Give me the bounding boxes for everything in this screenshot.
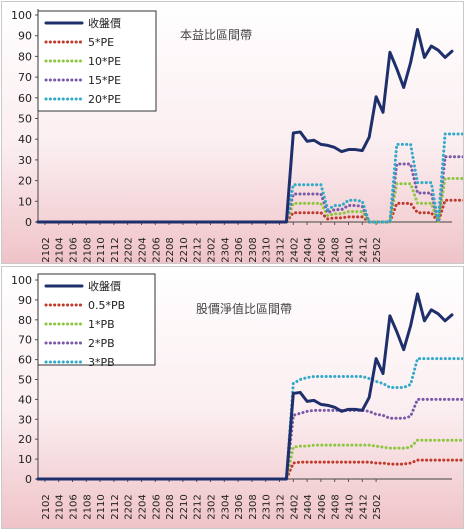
y-tick-label: 80 [18,50,32,63]
x-tick-label: 2308 [248,494,259,519]
x-tick-label: 2410 [345,494,356,519]
x-tick-label: 2106 [69,237,80,262]
x-tick-label: 2312 [276,494,287,519]
x-tick-label: 2408 [331,494,342,519]
x-tick-label: 2312 [276,237,287,262]
legend-box [37,273,156,366]
x-tick-label: 2410 [345,237,356,262]
pe-band-chart-panel: 本益比區間帶 0 10 20 30 40 50 60 70 80 90 100 2102 2104 2106… [1,1,464,264]
y-tick-label: 30 [18,413,32,426]
x-tick-label: 2206 [151,237,162,262]
x-tick-label: 2112 [110,237,121,262]
x-tick-label: 2206 [151,494,162,519]
x-tick-label: 2412 [358,494,369,519]
series-line-2 [36,438,463,481]
series-line-0 [36,292,454,481]
series-line-0 [36,27,454,224]
y-tick-label: 50 [18,374,32,387]
legend-label-0: 收盤價 [88,279,121,293]
legend-label-3: 2*PB [88,337,115,350]
y-tick-label: 20 [18,433,32,446]
series-line-2 [36,177,463,224]
y-tick-label: 60 [18,92,32,105]
y-tick-label: 70 [18,71,32,84]
x-tick-label: 2502 [372,494,383,519]
y-tick-label: 10 [18,195,32,208]
x-tick-label: 2406 [317,494,328,519]
y-tick-label: 100 [11,9,32,22]
y-tick-label: 50 [18,113,32,126]
x-tick-label: 2412 [358,237,369,262]
x-tick-label: 2402 [289,494,300,519]
legend-label-4: 20*PE [88,93,121,106]
x-tick-label: 2306 [234,237,245,262]
x-tick-label: 2204 [138,494,149,519]
series-line-1 [36,198,463,224]
x-tick-label: 2404 [303,237,314,262]
legend-label-2: 1*PB [88,318,115,331]
x-tick-label: 2204 [138,237,149,262]
x-tick-label: 2104 [55,237,66,262]
x-tick-label: 2212 [193,237,204,262]
legend-label-2: 10*PE [88,55,121,68]
x-tick-label: 2310 [262,237,273,262]
x-tick-label: 2112 [110,494,121,519]
x-tick-label: 2108 [82,494,93,519]
x-tick-label: 2102 [41,494,52,519]
pb-band-chart-panel: 股價淨值比區間帶 0 10 20 30 40 50 60 70 80 90 100 2102 2104 21… [1,266,464,529]
legend-label-3: 15*PE [88,74,121,87]
x-tick-label: 2402 [289,237,300,262]
x-tick-label: 2306 [234,494,245,519]
x-tick-label: 2108 [82,237,93,262]
x-tick-label: 2304 [220,237,231,262]
x-tick-label: 2110 [96,237,107,262]
legend-label-0: 收盤價 [88,16,121,30]
legend-label-1: 5*PE [88,36,114,49]
x-tick-label: 2208 [165,494,176,519]
x-tick-label: 2302 [207,494,218,519]
y-tick-label: 40 [18,133,32,146]
legend-label-4: 3*PB [88,356,115,369]
y-tick-label: 60 [18,354,32,367]
x-tick-label: 2208 [165,237,176,262]
x-tick-label: 2212 [193,494,204,519]
y-tick-label: 80 [18,314,32,327]
series-line-4 [36,132,463,224]
y-tick-label: 30 [18,154,32,167]
y-tick-label: 0 [25,216,32,229]
x-tick-label: 2304 [220,494,231,519]
x-tick-label: 2110 [96,494,107,519]
legend-label-1: 0.5*PB [88,299,125,312]
x-tick-label: 2102 [41,237,52,262]
x-tick-label: 2308 [248,237,259,262]
pe-band-chart: 本益比區間帶 0 10 20 30 40 50 60 70 80 90 100 2102 2104 2106… [11,9,463,263]
x-tick-label: 2404 [303,494,314,519]
y-tick-label: 100 [11,274,32,287]
x-tick-label: 2310 [262,494,273,519]
y-tick-label: 90 [18,294,32,307]
x-tick-label: 2106 [69,494,80,519]
chart-title: 股價淨值比區間帶 [196,301,292,316]
x-tick-label: 2210 [179,237,190,262]
y-tick-label: 10 [18,453,32,466]
x-tick-label: 2202 [124,494,135,519]
x-tick-label: 2202 [124,237,135,262]
y-tick-label: 40 [18,393,32,406]
series-line-3 [36,397,463,481]
series-line-3 [36,155,463,224]
y-tick-label: 90 [18,30,32,43]
y-tick-label: 70 [18,334,32,347]
x-tick-label: 2210 [179,494,190,519]
x-tick-label: 2302 [207,237,218,262]
y-tick-label: 0 [25,473,32,486]
x-tick-label: 2406 [317,237,328,262]
series-line-1 [36,458,463,481]
x-tick-label: 2104 [55,494,66,519]
x-tick-label: 2502 [372,237,383,262]
y-tick-label: 20 [18,175,32,188]
chart-title: 本益比區間帶 [180,28,252,42]
x-tick-label: 2408 [331,237,342,262]
